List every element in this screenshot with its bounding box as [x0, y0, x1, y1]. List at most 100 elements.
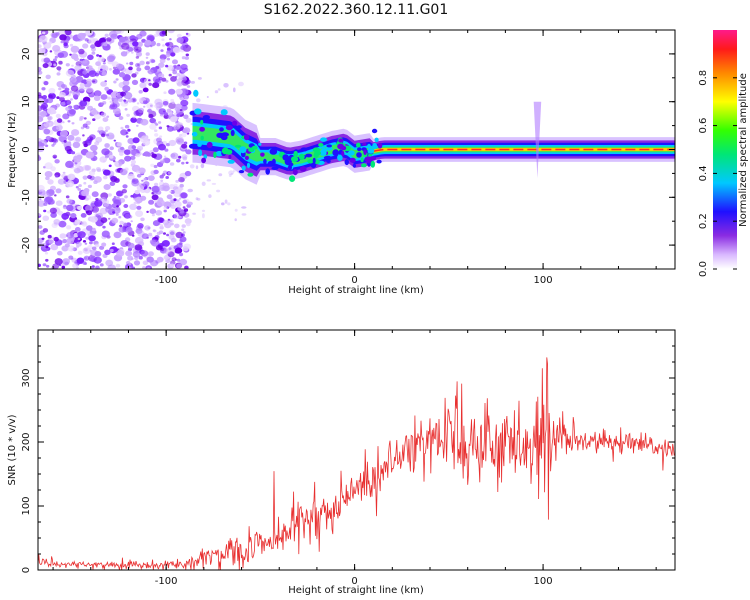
noise-speckle: [158, 73, 165, 79]
ridge-blob: [298, 153, 305, 160]
noise-speckle: [77, 187, 81, 191]
ridge-blob: [332, 149, 340, 157]
noise-speckle: [107, 193, 112, 197]
noise-speckle: [64, 145, 72, 152]
noise-speckle: [62, 171, 66, 174]
noise-speckle: [196, 98, 201, 103]
noise-speckle: [180, 192, 188, 199]
noise-speckle: [176, 122, 184, 128]
noise-speckle: [167, 219, 172, 223]
noise-speckle: [154, 182, 159, 187]
noise-speckle: [76, 257, 85, 264]
noise-speckle: [150, 45, 153, 48]
noise-speckle: [142, 139, 151, 146]
noise-speckle: [74, 64, 82, 72]
ridge-blob: [194, 108, 202, 115]
noise-speckle: [107, 96, 111, 100]
noise-speckle: [93, 90, 102, 97]
noise-speckle: [44, 171, 53, 178]
noise-speckle: [124, 81, 130, 86]
colorbar: 0.0 0.2 0.4 0.6 0.8 Normalized spectral ampl…: [698, 30, 749, 277]
noise-speckle: [121, 42, 130, 50]
noise-speckle: [82, 123, 88, 128]
noise-speckle: [50, 243, 59, 251]
ridge-blob: [225, 124, 233, 131]
ridge-blob: [326, 159, 331, 164]
noise-speckle: [161, 38, 165, 41]
noise-speckle: [104, 129, 108, 133]
noise-speckle: [181, 224, 186, 228]
noise-speckle: [123, 99, 127, 102]
noise-speckle: [38, 145, 45, 153]
noise-speckle: [143, 151, 150, 157]
noise-speckle: [43, 128, 51, 135]
ridge-blob: [320, 137, 328, 142]
noise-speckle: [152, 237, 155, 240]
noise-speckle: [38, 98, 45, 104]
noise-speckle: [150, 163, 155, 167]
x-tick-label: -100: [155, 576, 178, 587]
noise-speckle: [52, 45, 61, 52]
ridge-blob: [219, 127, 224, 132]
noise-speckle: [159, 58, 166, 64]
noise-speckle: [59, 233, 67, 239]
noise-speckle: [54, 194, 57, 197]
noise-speckle: [53, 219, 61, 225]
noise-speckle: [111, 90, 119, 97]
noise-speckle: [99, 156, 107, 163]
noise-speckle: [56, 118, 63, 123]
noise-speckle: [73, 94, 79, 99]
ridge-blob: [360, 157, 364, 163]
ridge-blob: [348, 150, 355, 156]
noise-speckle: [38, 66, 42, 72]
noise-speckle: [86, 87, 93, 93]
noise-speckle: [83, 181, 87, 185]
ridge-blob: [236, 125, 242, 129]
snr-marks: [38, 357, 675, 570]
noise-speckle: [47, 115, 53, 121]
noise-speckle: [41, 87, 46, 91]
noise-speckle: [55, 188, 62, 194]
ridge-blob: [318, 143, 324, 147]
noise-speckle: [119, 224, 123, 228]
noise-speckle: [176, 138, 185, 145]
noise-speckle: [113, 231, 122, 239]
noise-speckle: [165, 176, 169, 179]
spectrogram-marks: [38, 30, 675, 269]
noise-speckle: [45, 258, 49, 262]
ridge-blob: [238, 170, 245, 174]
noise-speckle: [82, 43, 89, 49]
ridge-blob: [258, 142, 262, 146]
noise-speckle: [71, 151, 76, 155]
colorbar-tick-label: 0.2: [698, 213, 709, 229]
noise-speckle: [184, 218, 192, 225]
ridge-blob: [234, 144, 242, 148]
noise-speckle: [42, 263, 47, 267]
noise-speckle: [127, 128, 131, 132]
noise-speckle: [200, 163, 205, 169]
noise-speckle: [114, 210, 118, 213]
noise-speckle: [163, 206, 168, 210]
noise-speckle: [128, 66, 133, 71]
noise-speckle: [109, 181, 116, 186]
noise-speckle: [142, 100, 148, 105]
noise-speckle: [154, 98, 163, 106]
noise-speckle: [57, 210, 64, 216]
ridge-blob: [239, 146, 247, 154]
noise-speckle: [78, 184, 82, 188]
noise-speckle: [140, 195, 147, 201]
noise-speckle: [127, 173, 131, 176]
noise-speckle: [38, 141, 43, 147]
noise-speckle: [155, 31, 159, 34]
noise-speckle: [74, 227, 81, 232]
noise-speckle: [127, 98, 133, 103]
y-tick-label: 300: [21, 368, 32, 387]
noise-speckle: [45, 196, 54, 203]
noise-speckle: [134, 189, 140, 195]
noise-speckle: [105, 155, 109, 159]
noise-speckle: [153, 164, 158, 169]
ridge-blob: [356, 142, 361, 148]
noise-speckle: [66, 109, 76, 117]
noise-speckle: [92, 80, 96, 83]
colorbar-tick-label: 0.6: [698, 118, 709, 134]
